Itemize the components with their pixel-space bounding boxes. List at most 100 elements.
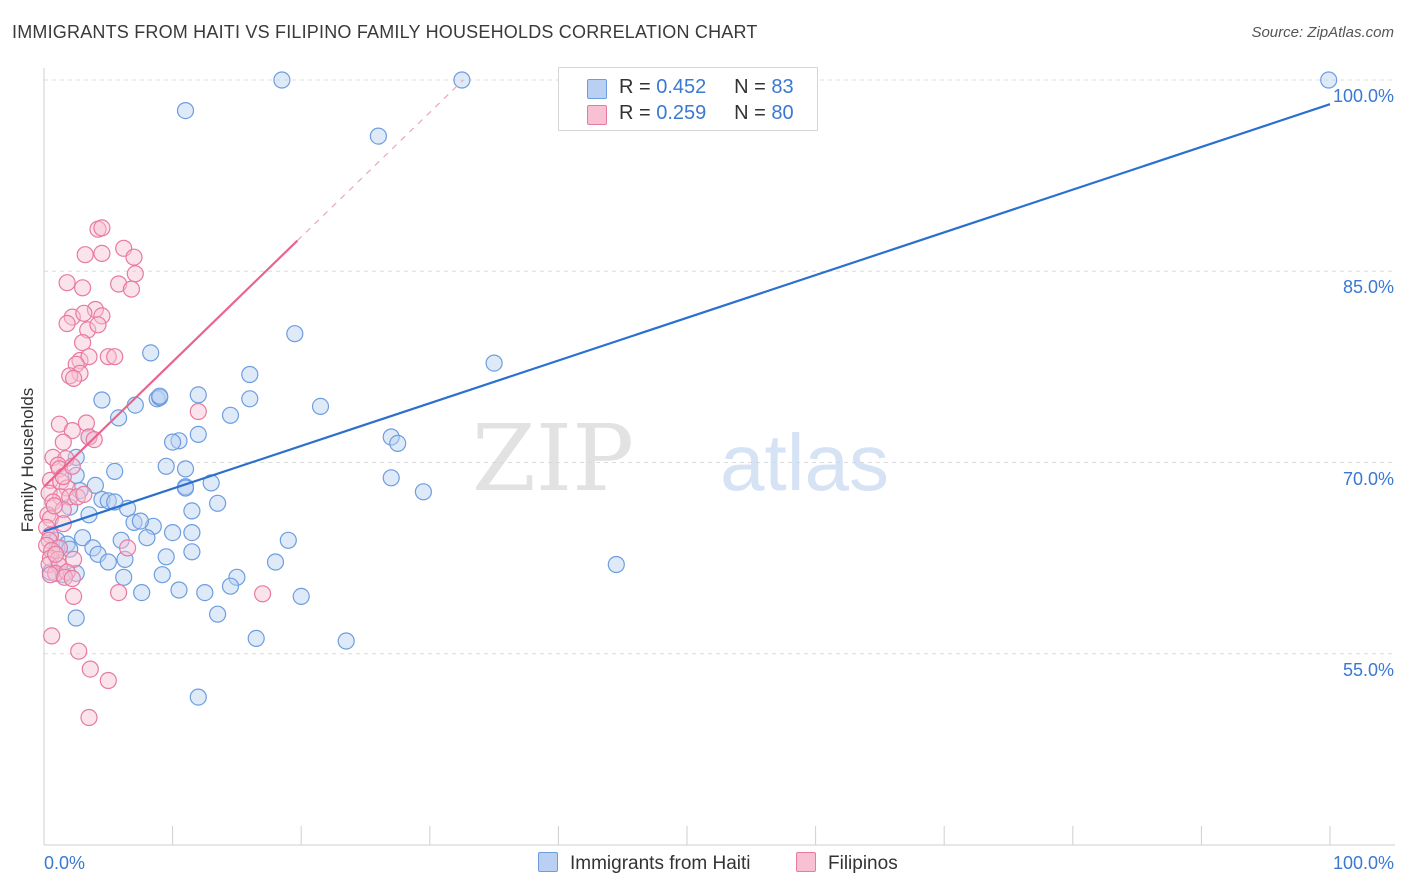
filipino-point [54, 515, 72, 533]
haiti-point [389, 434, 407, 452]
y-tick-label: 85.0% [1342, 277, 1394, 298]
haiti-point [73, 529, 92, 547]
filipino-point [58, 274, 76, 292]
haiti-point [115, 568, 133, 586]
filipino-point [70, 642, 88, 660]
y-tick-label: 70.0% [1342, 468, 1394, 489]
haiti-point [266, 553, 285, 571]
haiti-point [67, 609, 85, 627]
filipino-point [122, 280, 140, 298]
filipino-point [76, 246, 94, 264]
haiti-point [286, 325, 304, 343]
haiti-point [93, 490, 111, 509]
filipino-point [109, 275, 128, 293]
haiti-point [106, 462, 124, 480]
filipino-point [89, 316, 107, 334]
source-label: Source: ZipAtlas.com [1251, 24, 1394, 41]
haiti-point [337, 632, 355, 650]
haiti-point [485, 354, 503, 372]
haiti-point [189, 688, 207, 706]
filipino-trend-line [43, 239, 299, 488]
filipino-point [80, 708, 98, 727]
haiti-point [453, 71, 471, 89]
haiti-point [157, 457, 175, 475]
haiti-point [164, 523, 182, 542]
legend-swatch-filipinos [587, 105, 607, 125]
filipino-point [63, 422, 81, 440]
filipino-point [41, 509, 60, 528]
filipino-point [43, 627, 61, 645]
haiti-point [241, 365, 259, 384]
haiti-point [131, 512, 149, 530]
filipino-point [93, 307, 111, 325]
filipino-point [79, 321, 97, 339]
filipino-point [64, 587, 83, 606]
filipino-point [106, 348, 124, 366]
haiti-point [183, 502, 201, 520]
haiti-point [279, 531, 297, 549]
legend-r-label: R = [619, 102, 651, 124]
haiti-point [189, 386, 207, 404]
filipino-point [63, 569, 81, 588]
legend-item-haiti[interactable]: Immigrants from Haiti [538, 852, 751, 875]
legend-swatch-haiti [538, 852, 558, 872]
haiti-point [209, 494, 227, 512]
filipino-point [126, 265, 144, 283]
haiti-point [414, 483, 432, 501]
haiti-point [189, 425, 207, 443]
haiti-point [369, 127, 387, 145]
haiti-point [138, 529, 156, 547]
filipino-point [45, 497, 63, 515]
filipino-point [37, 536, 56, 555]
filipino-point [99, 671, 117, 690]
haiti-point [183, 543, 201, 561]
filipino-point [58, 314, 76, 333]
legend-label-filipinos: Filipinos [828, 853, 898, 874]
filipino-point [41, 566, 60, 584]
haiti-point [164, 433, 182, 451]
filipino-point [99, 348, 117, 366]
legend-r-value-filipinos: 0.259 [656, 102, 707, 124]
filipino-point [75, 304, 93, 322]
haiti-point [221, 406, 240, 424]
haiti-point [607, 555, 625, 574]
filipino-point [54, 501, 72, 519]
trend-lines [43, 79, 1331, 533]
legend-n-label: N = [734, 102, 766, 124]
x-tick-label-min: 0.0% [44, 853, 86, 873]
haiti-point [133, 583, 151, 602]
haiti-point [176, 460, 195, 478]
haiti-point [125, 513, 143, 532]
haiti-point [151, 387, 169, 405]
filipino-point [64, 369, 83, 387]
filipino-point [125, 248, 143, 266]
haiti-point [153, 566, 171, 584]
legend-n-value-filipinos: 80 [771, 102, 794, 124]
legend-label-haiti: Immigrants from Haiti [570, 853, 751, 874]
haiti-point [311, 397, 330, 415]
haiti-point [109, 409, 128, 427]
y-tick-label: 55.0% [1342, 659, 1394, 680]
filipino-point [73, 334, 92, 352]
filipino-point [118, 539, 137, 557]
haiti-point [247, 629, 265, 648]
y-tick-label: 100.0% [1332, 86, 1394, 106]
haiti-point [273, 71, 291, 89]
filipino-point [81, 660, 99, 678]
haiti-trend-line [43, 103, 1331, 533]
watermark: ZIP atlas [472, 405, 889, 512]
watermark-zip: ZIP [472, 405, 634, 512]
haiti-point [170, 432, 188, 450]
filipino-point [77, 414, 96, 432]
haiti-point [142, 344, 160, 362]
chart-title: IMMIGRANTS FROM HAITI VS FILIPINO FAMILY… [12, 22, 758, 42]
legend-item-filipinos[interactable]: Filipinos [796, 852, 898, 875]
haiti-point [221, 577, 240, 595]
filipino-point [73, 279, 92, 297]
legend-r-label: R = [619, 76, 651, 98]
data-points [37, 71, 1338, 727]
legend-n-value-haiti: 83 [771, 76, 794, 98]
haiti-point [176, 101, 195, 120]
filipino-point [93, 219, 111, 237]
